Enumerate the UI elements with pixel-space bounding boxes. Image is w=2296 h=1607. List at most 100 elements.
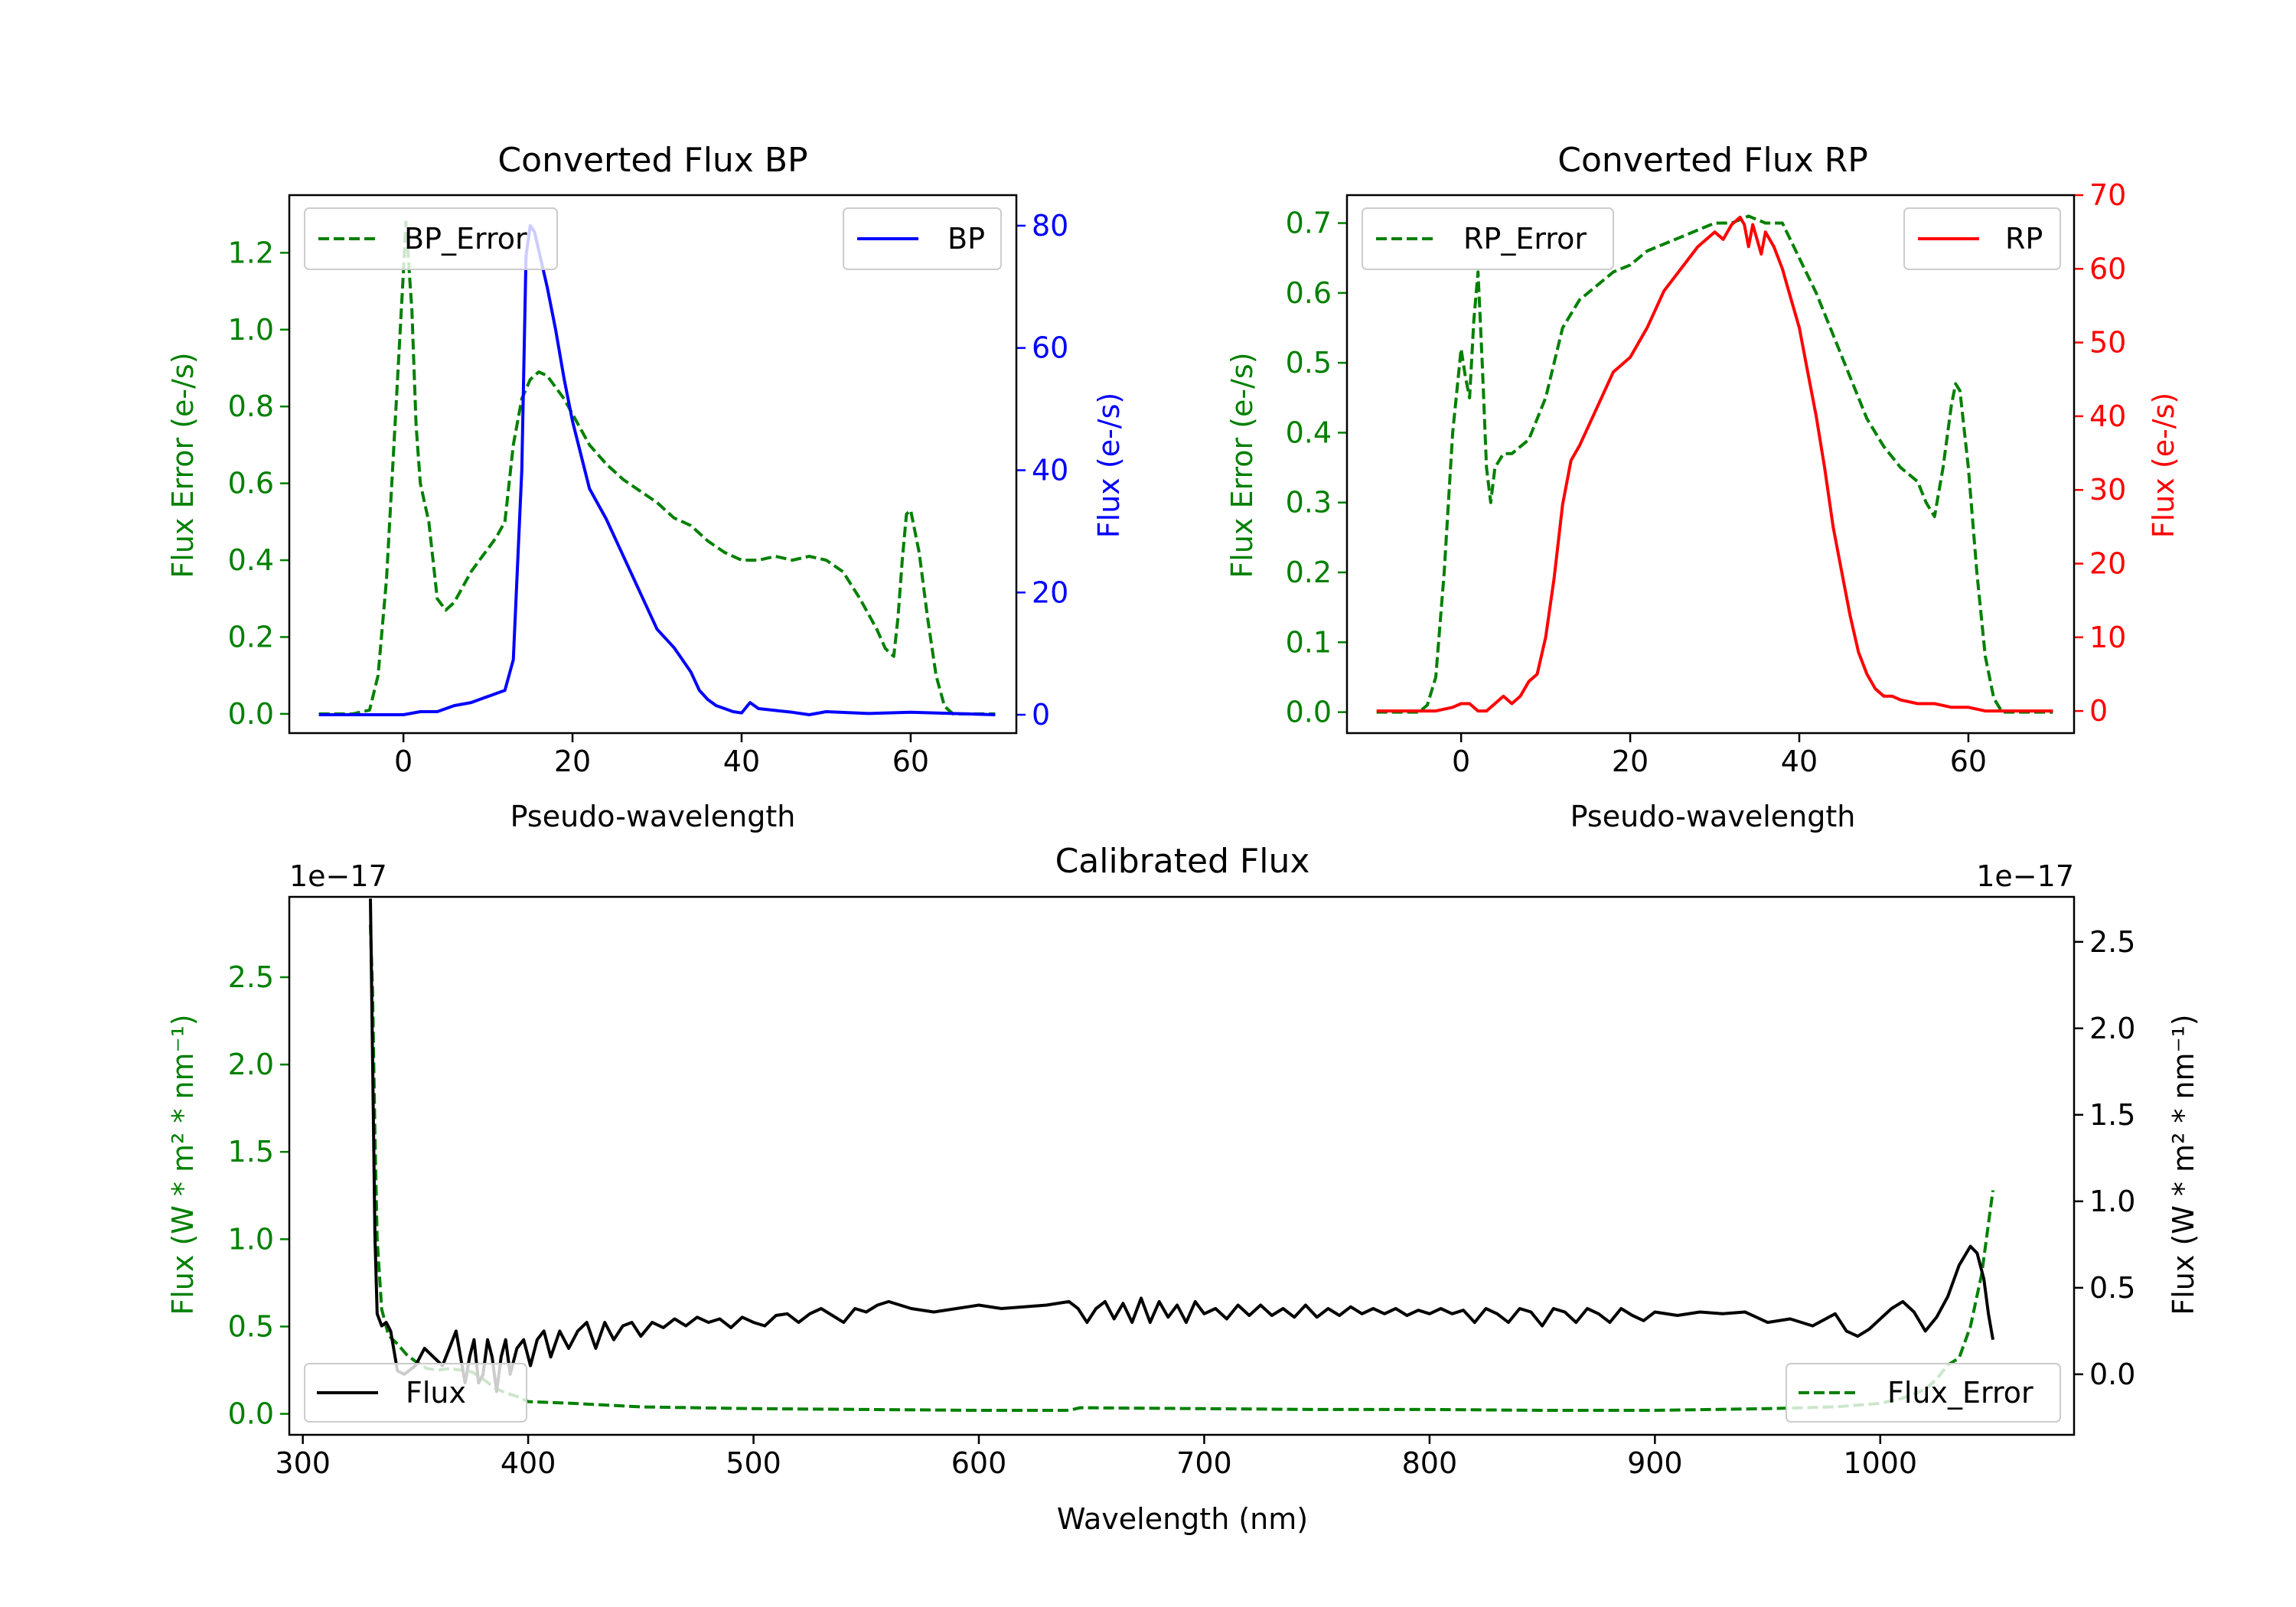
rp-xtick-label: 60 bbox=[1950, 745, 1987, 778]
cal-flux-series bbox=[369, 898, 1994, 1393]
bp-xtick-label: 20 bbox=[554, 745, 591, 778]
bp-ytick-right-label: 80 bbox=[1032, 209, 1068, 243]
rp-ytick-right-label: 30 bbox=[2089, 473, 2126, 507]
rp-ytick-left-label: 0.2 bbox=[1286, 556, 1332, 589]
cal-legend-left: Flux bbox=[304, 1363, 527, 1423]
bp-legend-right: BP bbox=[843, 207, 1002, 270]
cal-xtick-label: 600 bbox=[951, 1446, 1007, 1480]
rp-ytick-right-label: 70 bbox=[2089, 178, 2126, 212]
rp-legend-left-label: RP_Error bbox=[1463, 222, 1587, 256]
rp-axes: 0 20 40 60 0.0 0.1 0.2 0.3 0.4 0.5 0.6 0.7 0 10 20 30 40… bbox=[1286, 178, 2127, 778]
bp-ytick-left-label: 0.0 bbox=[228, 697, 274, 731]
bp-ytick-left-label: 0.2 bbox=[228, 620, 274, 654]
rp-error-line bbox=[1376, 214, 2053, 714]
cal-ytick-right-label: 1.0 bbox=[2089, 1185, 2135, 1218]
bp-panel: Converted Flux BP Pseudo-wavelength Flux… bbox=[166, 141, 1126, 833]
rp-flux-line bbox=[1376, 215, 2053, 713]
cal-xtick-label: 500 bbox=[726, 1446, 781, 1480]
bp-error-line bbox=[318, 220, 996, 715]
bp-ytick-left-label: 0.4 bbox=[228, 543, 274, 577]
bp-title: Converted Flux BP bbox=[497, 141, 807, 180]
bp-xlabel: Pseudo-wavelength bbox=[510, 800, 796, 833]
rp-ylabel-left: Flux Error (e-/s) bbox=[1225, 352, 1259, 578]
cal-axes: 300 400 500 600 700 800 900 1000 0.0 0.5 1.0 1.5 2.0… bbox=[228, 925, 2136, 1480]
rp-frame bbox=[1345, 194, 2076, 735]
cal-ylabel-right: Flux (W * m² * nm⁻¹) bbox=[2167, 1014, 2200, 1315]
rp-ytick-left-label: 0.5 bbox=[1286, 346, 1332, 380]
bp-axes: 0 20 40 60 0.0 0.2 0.4 0.6 0.8 1.0 1.2 0 20 40 60 80 bbox=[228, 209, 1069, 778]
rp-ytick-left-label: 0.7 bbox=[1286, 207, 1332, 240]
rp-legend-left: RP_Error bbox=[1362, 207, 1614, 270]
cal-title: Calibrated Flux bbox=[1055, 842, 1310, 881]
cal-offset-left: 1e−17 bbox=[289, 859, 387, 893]
cal-xtick-label: 900 bbox=[1627, 1446, 1683, 1480]
rp-title: Converted Flux RP bbox=[1557, 141, 1868, 180]
bp-ylabel-left: Flux Error (e-/s) bbox=[166, 352, 200, 578]
rp-ytick-left-label: 0.6 bbox=[1286, 276, 1332, 310]
cal-ytick-right-label: 2.5 bbox=[2089, 925, 2135, 959]
cal-ylabel-left: Flux (W * m² * nm⁻¹) bbox=[166, 1014, 200, 1315]
cal-ytick-left-label: 1.5 bbox=[228, 1135, 274, 1169]
cal-ytick-right-label: 0.0 bbox=[2089, 1358, 2135, 1391]
rp-xlabel: Pseudo-wavelength bbox=[1570, 800, 1856, 833]
rp-xtick-label: 0 bbox=[1452, 745, 1470, 778]
rp-ytick-right-label: 40 bbox=[2089, 399, 2126, 433]
cal-ytick-right-label: 0.5 bbox=[2089, 1271, 2135, 1305]
cal-ytick-left-label: 1.0 bbox=[228, 1222, 274, 1256]
bp-ytick-left-label: 1.2 bbox=[228, 236, 274, 269]
bp-ytick-right-label: 0 bbox=[1032, 698, 1050, 732]
cal-xtick-label: 700 bbox=[1176, 1446, 1232, 1480]
bp-ytick-right-label: 20 bbox=[1032, 575, 1068, 609]
rp-legend-right: RP bbox=[1903, 207, 2061, 270]
cal-flux-line bbox=[369, 898, 1994, 1393]
rp-ytick-left-label: 0.0 bbox=[1286, 696, 1332, 729]
cal-ytick-left-label: 2.0 bbox=[228, 1048, 274, 1081]
cal-legend-left-label: Flux bbox=[406, 1376, 466, 1410]
rp-ytick-right-label: 10 bbox=[2089, 621, 2126, 654]
cal-ytick-right-label: 2.0 bbox=[2089, 1012, 2135, 1045]
cal-offset-right: 1e−17 bbox=[1976, 859, 2074, 893]
bp-legend-left-label: BP_Error bbox=[404, 222, 527, 256]
rp-ytick-left-label: 0.4 bbox=[1286, 416, 1332, 449]
bp-flux-line bbox=[318, 223, 996, 716]
rp-xtick-label: 40 bbox=[1781, 745, 1818, 778]
bp-ylabel-right: Flux (e-/s) bbox=[1092, 393, 1126, 538]
rp-ytick-right-label: 50 bbox=[2089, 326, 2126, 360]
cal-frame bbox=[288, 895, 2076, 1436]
rp-panel: Converted Flux RP Pseudo-wavelength Flux… bbox=[1225, 141, 2180, 833]
calibrated-panel: Calibrated Flux Wavelength (nm) 1e−17 1e… bbox=[166, 842, 2200, 1536]
rp-ytick-right-label: 0 bbox=[2089, 694, 2108, 728]
bp-ytick-right-label: 40 bbox=[1032, 453, 1068, 487]
rp-ytick-left-label: 0.1 bbox=[1286, 625, 1332, 659]
cal-ytick-left-label: 2.5 bbox=[228, 960, 274, 994]
bp-ytick-left-label: 1.0 bbox=[228, 313, 274, 347]
cal-ytick-left-label: 0.0 bbox=[228, 1397, 274, 1431]
bp-ytick-left-label: 0.8 bbox=[228, 390, 274, 423]
rp-error-series bbox=[1376, 214, 2053, 714]
bp-frame bbox=[288, 194, 1018, 735]
cal-xtick-label: 300 bbox=[275, 1446, 331, 1480]
rp-ytick-left-label: 0.3 bbox=[1286, 486, 1332, 520]
rp-flux-series bbox=[1376, 215, 2053, 713]
cal-legend-right-label: Flux_Error bbox=[1887, 1376, 2033, 1410]
bp-flux-series bbox=[318, 223, 996, 716]
rp-ytick-right-label: 20 bbox=[2089, 547, 2126, 581]
rp-ytick-right-label: 60 bbox=[2089, 252, 2126, 285]
cal-xtick-label: 400 bbox=[501, 1446, 556, 1480]
bp-xtick-label: 0 bbox=[394, 745, 413, 778]
cal-xtick-label: 800 bbox=[1402, 1446, 1458, 1480]
rp-xtick-label: 20 bbox=[1612, 745, 1649, 778]
bp-legend-left: BP_Error bbox=[304, 207, 558, 270]
cal-xlabel: Wavelength (nm) bbox=[1057, 1502, 1308, 1536]
bp-ytick-left-label: 0.6 bbox=[228, 467, 274, 500]
bp-error-series bbox=[318, 220, 996, 715]
cal-legend-right: Flux_Error bbox=[1786, 1363, 2061, 1423]
bp-legend-right-label: BP bbox=[947, 222, 985, 256]
cal-xtick-label: 1000 bbox=[1843, 1446, 1917, 1480]
bp-xtick-label: 40 bbox=[723, 745, 760, 778]
cal-ytick-left-label: 0.5 bbox=[228, 1309, 274, 1343]
rp-legend-right-label: RP bbox=[2005, 222, 2043, 256]
bp-ytick-right-label: 60 bbox=[1032, 331, 1068, 365]
rp-ylabel-right: Flux (e-/s) bbox=[2147, 393, 2180, 538]
